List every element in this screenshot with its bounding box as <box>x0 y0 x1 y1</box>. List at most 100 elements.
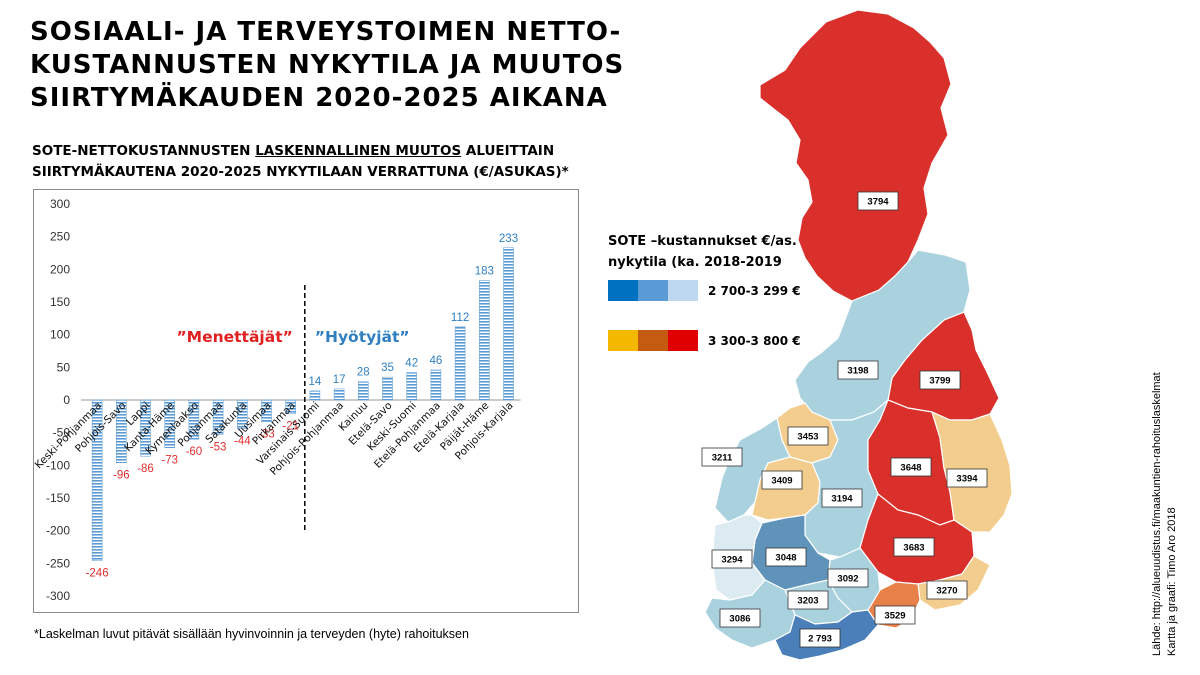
page-title: SOSIAALI- JA TERVEYSTOIMEN NETTO- KUSTAN… <box>30 16 670 115</box>
data-label-13: 42 <box>405 358 418 370</box>
subtitle-line-1: SOTE-NETTOKUSTANNUSTEN LASKENNALLINEN MU… <box>32 141 569 162</box>
y-tick-label: 150 <box>50 295 70 309</box>
finland-map: 3794 3198 3799 3453 3211 3409 3194 3648 3394 3683… <box>701 9 1013 661</box>
legend-high-range: 3 300-3 800 € <box>608 330 801 351</box>
legend-title-line-1: SOTE –kustannukset €/as. <box>608 234 797 249</box>
map-value-box <box>719 608 761 628</box>
bar-2 <box>140 399 151 457</box>
y-tick-label: -150 <box>46 491 70 505</box>
y-tick-label: 300 <box>50 197 70 211</box>
map-value-box <box>926 580 968 600</box>
bar-14 <box>430 369 442 401</box>
y-tick-label: -50 <box>53 426 71 440</box>
bar-9 <box>309 390 321 401</box>
map-value-label: 3198 <box>847 366 868 377</box>
bar-5 <box>212 399 224 435</box>
map-value-label: 3453 <box>797 432 818 443</box>
bar-10 <box>333 388 345 401</box>
subtitle-post: ALUEITTAIN <box>461 143 555 159</box>
y-tick-label: 200 <box>50 262 70 276</box>
bar-1 <box>116 399 127 463</box>
source-line-2: Kartta ja graafi: Timo Aro 2018 <box>1166 507 1178 656</box>
map-value-label: 3648 <box>900 463 921 474</box>
bar-15 <box>454 326 466 401</box>
map-value-box <box>821 488 863 508</box>
title-line-3: SIIRTYMÄKAUDEN 2020-2025 AIKANA <box>30 83 608 113</box>
map-value-box <box>919 370 961 390</box>
y-tick-label: -250 <box>46 556 70 570</box>
data-label-12: 35 <box>381 362 394 374</box>
data-label-2: -86 <box>137 463 154 475</box>
data-label-16: 183 <box>475 265 494 277</box>
data-label-1: -96 <box>113 470 130 482</box>
map-value-label: 3529 <box>884 611 905 622</box>
title-line-1: SOSIAALI- JA TERVEYSTOIMEN NETTO- <box>30 17 622 47</box>
map-value-box <box>711 549 753 569</box>
legend-swatch-high-2 <box>638 330 668 351</box>
map-value-box <box>837 360 879 380</box>
legend-swatch-low-2 <box>638 280 668 301</box>
data-label-3: -73 <box>161 455 178 467</box>
legend-low-range: 2 700-3 299 € <box>608 280 801 301</box>
map-value-label: 3270 <box>936 586 957 597</box>
y-tick-label: 0 <box>63 393 70 407</box>
map-value-label: 3048 <box>775 553 796 564</box>
legend-title-line-2: nykytila (ka. 2018-2019 <box>608 255 782 270</box>
bar-12 <box>382 376 393 401</box>
y-tick-label: 50 <box>57 360 71 374</box>
bar-4 <box>188 399 200 440</box>
map-value-box <box>787 590 829 610</box>
data-label-7: -33 <box>258 429 275 441</box>
map-value-label: 3294 <box>721 555 743 566</box>
map-value-label: 3683 <box>903 543 924 554</box>
map-value-label: 3794 <box>867 197 889 208</box>
subtitle-line-2: SIIRTYMÄKAUTENA 2020-2025 NYKYTILAAN VER… <box>32 164 569 180</box>
y-tick-label: -100 <box>46 458 70 472</box>
subtitle-underlined: LASKENNALLINEN MUUTOS <box>255 143 462 159</box>
bar-0 <box>91 399 103 561</box>
map-value-box <box>787 426 829 446</box>
map-value-box <box>874 605 916 625</box>
bar-17 <box>503 247 514 401</box>
data-label-11: 28 <box>357 367 370 379</box>
source-credit: Lähde: http://alueuudistus.fi/maakuntien… <box>1150 372 1180 656</box>
map-value-label: 3203 <box>797 596 818 607</box>
map-value-label: 3394 <box>956 474 978 485</box>
chart-subtitle: SOTE-NETTOKUSTANNUSTEN LASKENNALLINEN MU… <box>32 141 569 183</box>
map-value-label: 3086 <box>729 614 750 625</box>
legend-swatch-high-3 <box>668 330 698 351</box>
y-tick-label: 100 <box>50 328 70 342</box>
map-value-box <box>946 468 988 488</box>
map-value-box <box>765 547 807 567</box>
map-value-box <box>827 568 869 588</box>
bar-3 <box>164 399 175 448</box>
map-value-box <box>799 628 841 648</box>
data-label-6: -44 <box>234 436 251 448</box>
data-label-10: 17 <box>333 374 346 386</box>
map-value-box <box>761 470 803 490</box>
bar-16 <box>479 280 490 401</box>
y-tick-label: -300 <box>46 589 70 603</box>
bar-6 <box>237 399 248 429</box>
map-legend-title: SOTE –kustannukset €/as. nykytila (ka. 2… <box>608 231 797 273</box>
data-label-17: 233 <box>499 233 518 245</box>
map-value-label: 3194 <box>831 494 853 505</box>
map-value-label: 3799 <box>929 376 950 387</box>
bar-chart: -300 -250 -200 -150 -100 -50 0 50 100 150 200 250 30… <box>33 197 521 603</box>
data-label-14: 46 <box>430 355 443 367</box>
legend-low-label: 2 700-3 299 € <box>708 283 801 298</box>
map-value-label: 3409 <box>771 476 792 487</box>
legend-swatch-low-3 <box>668 280 698 301</box>
data-label-8: -21 <box>282 421 299 433</box>
legend-swatch-high-1 <box>608 330 638 351</box>
data-label-15: 112 <box>451 312 469 324</box>
subtitle-pre: SOTE-NETTOKUSTANNUSTEN <box>32 143 256 159</box>
data-label-4: -60 <box>186 446 203 458</box>
map-value-box <box>890 457 932 477</box>
losers-label: ”Menettäjät” <box>176 328 292 346</box>
legend-swatch-low-1 <box>608 280 638 301</box>
map-value-box <box>701 447 743 467</box>
data-label-5: -53 <box>210 442 227 454</box>
bar-13 <box>406 372 417 401</box>
